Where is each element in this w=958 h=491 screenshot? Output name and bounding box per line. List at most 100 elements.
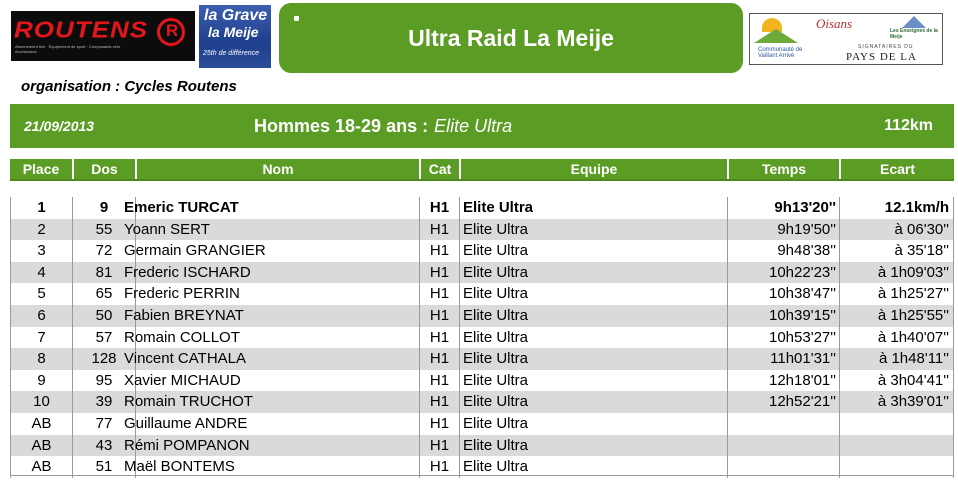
cell-temps: 10h38'47'': [727, 283, 839, 305]
cell-dos: 57: [72, 326, 135, 349]
cell-nom-text: Romain COLLOT: [124, 328, 240, 346]
column-header-equipe: Equipe: [459, 159, 727, 179]
table-row: 3 72 Germain GRANGIER H1 Elite Ultra 9h4…: [10, 240, 954, 262]
cell-nom: Rémi POMPANON: [124, 434, 419, 457]
race-category-label: Hommes 18-29 ans :: [254, 116, 429, 136]
column-header-cat: Cat: [419, 159, 459, 179]
cell-place: 2: [10, 218, 72, 241]
la-grave-logo-line3: 25th de différence: [203, 50, 260, 57]
cell-nom-text: Guillaume ANDRE: [124, 414, 248, 432]
cell-place: 1: [10, 197, 72, 219]
column-header-dos: Dos: [72, 159, 135, 179]
cell-equipe: Elite Ultra: [459, 412, 727, 435]
cell-ecart: [839, 434, 954, 457]
page-title: Ultra Raid La Meije: [408, 24, 614, 51]
cell-temps: 12h18'01'': [727, 369, 839, 392]
cell-nom: Romain COLLOT: [124, 326, 419, 349]
cell-dos: 55: [72, 218, 135, 241]
cell-ecart: à 1h40'07'': [839, 326, 954, 349]
cell-ecart: à 3h39'01'': [839, 391, 954, 413]
cell-temps: 12h52'21'': [727, 391, 839, 413]
cell-equipe: Elite Ultra: [459, 261, 727, 284]
column-header-place: Place: [22, 161, 60, 177]
enseignes-logo-text: Les Enseignes de la Meije: [890, 28, 938, 40]
cell-dos: 77: [72, 412, 135, 435]
cell-ecart: à 35'18'': [839, 240, 954, 262]
column-header-ecart: Ecart: [839, 159, 954, 179]
cell-temps: 11h01'31'': [727, 348, 839, 370]
cell-nom: Fabien BREYNAT: [124, 304, 419, 327]
routens-logo-tagline: Abonnement fixé · Équipement de sport · …: [15, 44, 123, 54]
cell-cat: H1: [419, 240, 459, 262]
column-header-nom: Nom: [135, 159, 419, 179]
cell-cat: H1: [419, 391, 459, 413]
title-banner: Ultra Raid La Meije: [279, 3, 743, 73]
table-row: 1 9 Emeric TURCAT H1 Elite Ultra 9h13'20…: [10, 197, 954, 219]
cell-place: 4: [10, 261, 72, 284]
cell-place: AB: [10, 456, 72, 478]
cell-place: 10: [10, 391, 72, 413]
cell-dos: 95: [72, 369, 135, 392]
cell-nom-text: Frederic PERRIN: [124, 285, 240, 303]
table-row: AB 77 Guillaume ANDRE H1 Elite Ultra: [10, 412, 954, 435]
table-row: 10 39 Romain TRUCHOT H1 Elite Ultra 12h5…: [10, 391, 954, 413]
sun-icon: [762, 18, 782, 32]
race-date: 21/09/2013: [24, 118, 95, 134]
cell-equipe: Elite Ultra: [459, 391, 727, 413]
cell-dos: 72: [72, 240, 135, 262]
cell-ecart: [839, 412, 954, 435]
cell-equipe: Elite Ultra: [459, 456, 727, 478]
cell-ecart: à 1h25'27'': [839, 283, 954, 305]
cell-temps: 9h48'38'': [727, 240, 839, 262]
pays-logo-text: PAYS DE LA MEIJE: [846, 51, 917, 64]
cell-cat: H1: [419, 197, 459, 219]
cell-cat: H1: [419, 412, 459, 435]
table-row: AB 43 Rémi POMPANON H1 Elite Ultra: [10, 434, 954, 457]
cell-equipe: Elite Ultra: [459, 348, 727, 370]
cell-ecart: à 3h04'41'': [839, 369, 954, 392]
cell-nom: Germain GRANGIER: [124, 240, 419, 262]
organisation-label: organisation : Cycles Routens: [21, 78, 237, 95]
cell-cat: H1: [419, 261, 459, 284]
cell-temps: 9h13'20'': [727, 197, 839, 219]
cell-cat: H1: [419, 283, 459, 305]
cell-dos: 128: [72, 348, 135, 370]
race-category-type: Elite Ultra: [434, 116, 513, 136]
la-grave-logo: la Grave la Meije 25th de différence: [199, 5, 271, 68]
cell-place: 3: [10, 240, 72, 262]
cell-cat: H1: [419, 326, 459, 349]
cell-temps: 10h39'15'': [727, 304, 839, 327]
cell-nom: Vincent CATHALA: [124, 348, 419, 370]
cell-dos: 51: [72, 456, 135, 478]
mountain-icon: [754, 29, 798, 43]
cell-equipe: Elite Ultra: [459, 434, 727, 457]
cell-ecart: à 1h48'11'': [839, 348, 954, 370]
cell-dos: 9: [72, 197, 135, 219]
cell-nom-text: Xavier MICHAUD: [124, 371, 241, 389]
cell-nom: Yoann SERT: [124, 218, 419, 241]
cell-equipe: Elite Ultra: [459, 218, 727, 241]
cell-equipe: Elite Ultra: [459, 240, 727, 262]
bullet-icon: [294, 16, 299, 21]
cell-equipe: Elite Ultra: [459, 304, 727, 327]
cell-equipe: Elite Ultra: [459, 326, 727, 349]
cell-nom: Xavier MICHAUD: [124, 369, 419, 392]
cell-nom: Emeric TURCAT: [124, 197, 419, 219]
oisans-logo-text: Oisans: [816, 16, 853, 31]
cell-temps: [727, 412, 839, 435]
cell-nom: Frederic ISCHARD: [124, 261, 419, 284]
cell-dos: 65: [72, 283, 135, 305]
cell-cat: H1: [419, 369, 459, 392]
race-category: Hommes 18-29 ans : Elite Ultra: [254, 116, 512, 137]
table-row: 5 65 Frederic PERRIN H1 Elite Ultra 10h3…: [10, 283, 954, 305]
cell-ecart: à 06'30'': [839, 218, 954, 241]
table-row: 7 57 Romain COLLOT H1 Elite Ultra 10h53'…: [10, 326, 954, 349]
cell-cat: H1: [419, 456, 459, 478]
cell-temps: [727, 456, 839, 478]
table-bottom-border: [10, 475, 954, 476]
cell-temps: 10h22'23'': [727, 261, 839, 284]
cell-nom-text: Vincent CATHALA: [124, 350, 246, 368]
column-header-temps: Temps: [727, 159, 839, 179]
cell-nom-text: Fabien BREYNAT: [124, 306, 244, 324]
pays-logo-subtext: SIGNATAIRES DU: [858, 44, 914, 50]
